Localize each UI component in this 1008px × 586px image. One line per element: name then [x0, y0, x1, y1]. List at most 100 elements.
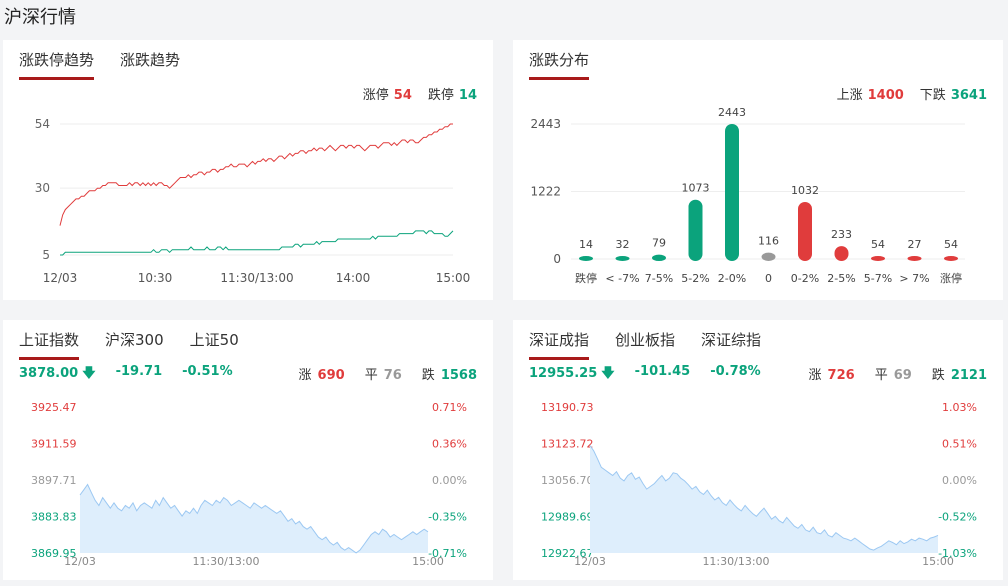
- y-tick-label-left: 3897.71: [31, 474, 77, 487]
- legend-limit-down: 跌停 14: [427, 88, 477, 103]
- x-tick-label: 11:30/13:00: [220, 271, 293, 285]
- sz-index-tabs: 深证成指 创业板指 深证综指: [529, 329, 761, 360]
- x-category-label: 2-0%: [718, 272, 746, 285]
- tab-sz-composite[interactable]: 深证综指: [701, 331, 762, 349]
- x-category-label: 5-7%: [864, 272, 892, 285]
- legend-limit-up: 涨停 54: [362, 88, 412, 103]
- bar: [798, 201, 812, 261]
- index-area-fill: [80, 484, 428, 553]
- bar-value-label: 79: [652, 237, 666, 250]
- y-tick-label-right: 0.71%: [432, 401, 467, 414]
- tab-up-down-trend[interactable]: 涨跌趋势: [120, 51, 181, 69]
- y-tick-label-left: 3925.47: [31, 401, 77, 414]
- index-series-line: [589, 445, 939, 551]
- tab-sh-composite[interactable]: 上证指数: [19, 329, 80, 360]
- tab-sz-component[interactable]: 深证成指: [529, 329, 590, 360]
- bar: [761, 252, 776, 261]
- y-tick-label-right: 0.51%: [942, 438, 977, 451]
- sh-index-panel: 上证指数 沪深300 上证50 3878.00 🡇 -19.71 -0.51% 涨…: [3, 320, 493, 580]
- sh-flat-count: 平 76: [364, 368, 402, 383]
- y-tick-label-right: -1.03%: [938, 547, 977, 560]
- sh-price: 3878.00 🡇: [19, 364, 96, 386]
- x-category-label: 7-5%: [645, 272, 673, 285]
- y-tick-label-left: 13123.72: [541, 438, 594, 451]
- y-tick-label-left: 3911.59: [31, 438, 77, 451]
- bar: [944, 256, 958, 261]
- y-tick-label-left: 12989.69: [541, 511, 594, 524]
- bar: [907, 256, 922, 261]
- sh-quote: 3878.00 🡇 -19.71 -0.51%: [19, 364, 233, 386]
- x-category-label: 0: [765, 272, 772, 285]
- sh-up-count: 涨 690: [298, 368, 345, 383]
- bar: [871, 256, 885, 261]
- down-arrow-icon: 🡇: [82, 366, 96, 381]
- y-tick-label-left: 13056.70: [541, 474, 594, 487]
- bar-value-label: 54: [871, 238, 885, 251]
- y-tick-label-right: -0.71%: [428, 547, 467, 560]
- y-tick-label-right: 0.00%: [432, 474, 467, 487]
- sh-change-pct: -0.51%: [182, 364, 233, 379]
- bar-value-label: 1073: [682, 182, 710, 195]
- x-tick-label: 12/03: [574, 555, 606, 568]
- limit-trend-legend: 涨停 54 跌停 14: [363, 84, 477, 103]
- y-tick-label-left: 3883.83: [31, 511, 77, 524]
- y-tick-label: 0: [553, 252, 561, 266]
- y-tick-label-left: 12922.67: [541, 547, 594, 560]
- limit-trend-panel: 涨跌停趋势 涨跌趋势 涨停 54 跌停 14 54 30 5 12/03 10:30 11:3…: [3, 40, 493, 300]
- sz-index-chart: 13190.73 1.03% 13123.72 0.51% 13056.70 0.00% 1…: [541, 401, 977, 568]
- distribution-chart: 2443 1222 0 14 跌停 32 < -7% 79 7-5% 1073 5-2% 2443 2-…: [530, 106, 965, 285]
- tab-limit-trend[interactable]: 涨跌停趋势: [19, 49, 95, 80]
- tab-csi300[interactable]: 沪深300: [105, 331, 164, 349]
- sz-quote: 12955.25 🡇 -101.45 -0.78%: [529, 364, 761, 386]
- x-category-label: 0-2%: [791, 272, 819, 285]
- y-tick-label-left: 3869.95: [31, 547, 77, 560]
- down-arrow-icon: 🡇: [601, 366, 615, 381]
- sz-flat-count: 平 69: [874, 368, 912, 383]
- x-tick-label: 12/03: [64, 555, 96, 568]
- bar: [652, 254, 666, 261]
- y-tick-label-right: -0.35%: [428, 511, 467, 524]
- sz-breadth: 涨 726 平 69 跌 2121: [809, 364, 987, 383]
- sh-index-chart: 3925.47 0.71% 3911.59 0.36% 3897.71 0.00% 3883…: [31, 401, 467, 568]
- x-tick-label: 15:00: [436, 271, 471, 285]
- tab-chinext[interactable]: 创业板指: [615, 331, 676, 349]
- y-tick-label: 1222: [530, 184, 561, 198]
- sh-index-tabs: 上证指数 沪深300 上证50: [19, 329, 239, 360]
- distribution-legend: 上涨 1400 下跌 3641: [837, 84, 987, 103]
- x-category-label: 涨停: [940, 271, 962, 285]
- y-tick-label-right: 0.36%: [432, 438, 467, 451]
- sh-breadth: 涨 690 平 76 跌 1568: [299, 364, 477, 383]
- sz-down-count: 跌 2121: [931, 368, 987, 383]
- x-category-label: 跌停: [575, 271, 597, 285]
- x-tick-label: 12/03: [43, 271, 78, 285]
- x-tick-label: 15:00: [922, 555, 954, 568]
- sh-change: -19.71: [115, 364, 163, 379]
- x-tick-label: 14:00: [336, 271, 371, 285]
- x-category-label: > 7%: [899, 272, 929, 285]
- index-area-fill: [590, 445, 938, 553]
- bar: [834, 246, 849, 261]
- bar-value-label: 32: [616, 238, 630, 251]
- bar: [688, 199, 703, 261]
- limit-trend-tabs: 涨跌停趋势 涨跌趋势: [19, 49, 180, 80]
- bar-value-label: 54: [944, 238, 958, 251]
- y-tick-label-right: 0.00%: [942, 474, 977, 487]
- bar: [725, 124, 739, 261]
- x-tick-label: 15:00: [412, 555, 444, 568]
- bar-value-label: 116: [758, 235, 779, 248]
- x-tick-label: 11:30/13:00: [702, 555, 769, 568]
- limit-down-series-line: [60, 230, 454, 256]
- y-tick-label-right: -0.52%: [938, 511, 977, 524]
- tab-distribution[interactable]: 涨跌分布: [529, 49, 590, 80]
- legend-rising: 上涨 1400: [836, 88, 904, 103]
- y-tick-label-right: 1.03%: [942, 401, 977, 414]
- sz-change: -101.45: [634, 364, 691, 379]
- legend-falling: 下跌 3641: [919, 88, 987, 103]
- bar: [579, 256, 593, 261]
- page-title: 沪深行情: [4, 7, 76, 28]
- x-tick-label: 10:30: [138, 271, 173, 285]
- x-category-label: < -7%: [605, 272, 639, 285]
- tab-sse50[interactable]: 上证50: [189, 331, 239, 349]
- y-tick-label: 5: [42, 248, 50, 262]
- y-tick-label: 54: [35, 117, 50, 131]
